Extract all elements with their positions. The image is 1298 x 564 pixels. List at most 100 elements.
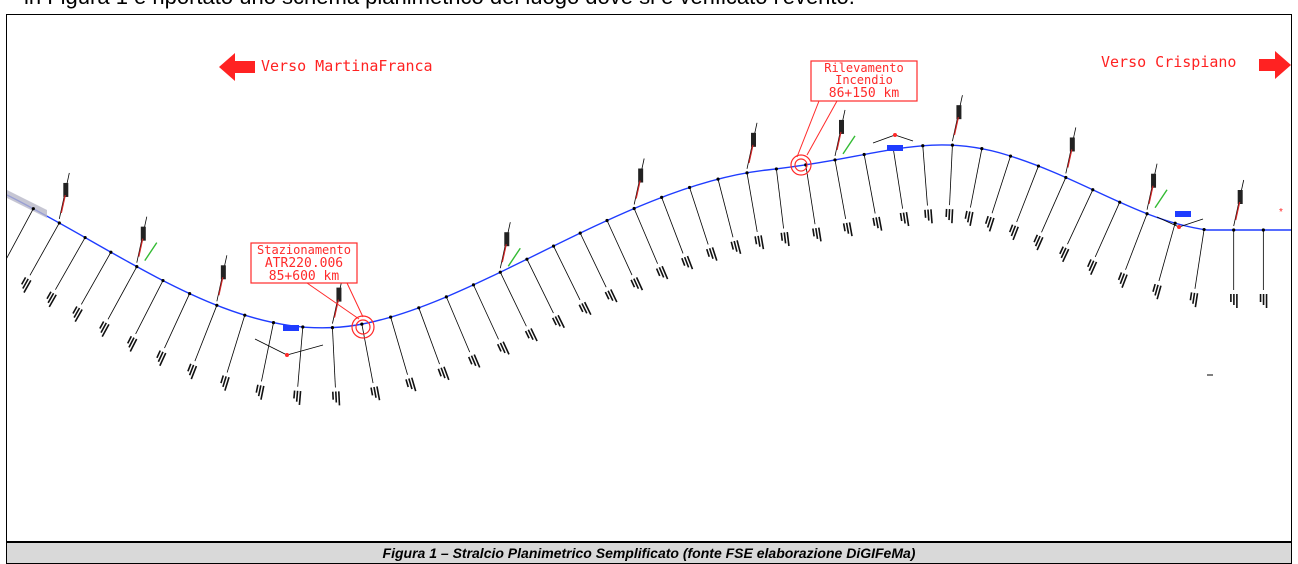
tick-label-glyph [524,328,538,342]
tick-label-glyph [899,211,910,227]
tick-line [194,305,218,362]
tick-dot [1091,188,1095,192]
tick-dot [862,152,866,157]
tick-dot [1261,228,1265,232]
callout-fire: Rilevamento Incendio 86+150 km [790,60,918,176]
tick-line [1067,189,1094,245]
track-start-shading [7,190,47,218]
tick-label-glyph [604,289,618,303]
tick-dot [360,322,364,326]
tick-label-glyph [99,321,110,338]
tick-label-glyph [437,366,450,381]
tick-dot [1232,228,1236,232]
tick-label-glyph [405,377,417,392]
callout-station-line3: 85+600 km [269,269,340,284]
tick-dot [1173,221,1177,225]
tick-label-glyph [1033,234,1044,251]
tick-dot [417,306,421,310]
svg-text:*: * [1279,207,1283,218]
catenary-pole [834,109,856,157]
tick-line [261,322,274,382]
tick-line [834,159,847,220]
tick-dot [1064,175,1068,180]
catenary-pole [58,172,70,220]
tick-dot [1118,200,1122,204]
catenary-pole [952,95,963,142]
callout-fire-line2: Incendio [835,73,893,87]
callout-station: Stazionamento ATR220.006 85+600 km [250,242,375,339]
tick-dot [471,283,476,287]
tick-line [633,208,658,264]
tick-label-glyph [1259,294,1268,308]
tick-line [473,284,499,340]
catenary-pole [746,122,758,169]
tick-label-glyph [655,265,669,280]
tick-label-glyph [1230,294,1238,308]
tick-label-glyph [156,350,167,367]
tick-dot [980,147,984,151]
tick-dot [578,231,582,235]
tick-dot [444,295,448,299]
tick-line [863,154,876,214]
tick-label-glyph [754,235,765,250]
tick-label-glyph [872,216,883,231]
tick-dot [605,218,609,223]
tick-dot [774,167,778,171]
tick-line [1158,223,1176,282]
tick-label-glyph [780,231,790,247]
tick-label-glyph [1189,292,1199,308]
tick-label-glyph [126,335,138,352]
catenary-pole [1146,163,1168,210]
catenary-pole [1233,179,1245,227]
tick-line [717,179,734,238]
tick-line [164,293,190,349]
callout-station-line2: ATR220.006 [265,256,343,271]
tick-line [805,164,816,225]
tick-dot [950,143,955,147]
tick-line [949,145,953,206]
tick-label-glyph [984,215,995,232]
callout-fire-line1: Rilevamento [824,61,903,75]
tick-label-glyph [630,277,644,291]
tick-line [297,326,304,387]
tick-dot [716,177,720,181]
tick-label-glyph [220,375,230,391]
tick-dot [109,250,113,254]
tick-dot [660,195,664,199]
intro-text: in Figura 1 è riportato uno schema plani… [0,0,1298,10]
tick-line [892,149,904,209]
tick-line [991,155,1011,214]
tick-dot [57,221,61,225]
tick-line [553,245,581,301]
catenary-pole [1065,127,1077,174]
tick-label-glyph [72,306,83,323]
tick-dot [389,315,393,319]
tick-dot [1008,154,1013,158]
tick-label-glyph [496,341,510,355]
tick-line [775,168,784,229]
tick-dot [330,326,335,330]
tick-line [970,148,983,208]
tick-label-glyph [705,247,718,261]
tick-dot [498,270,502,274]
tick-dot [83,235,87,240]
tick-line [1016,165,1039,223]
tick-label-glyph [1059,246,1070,263]
catenary-poles [58,95,1245,324]
tick-dot [1145,212,1149,216]
tick-dot [271,321,276,325]
callout-station-line1: Stazionamento [257,243,351,257]
tick-label-glyph [255,384,265,400]
tick-dot [161,278,165,283]
tick-line [418,307,440,365]
tick-label-glyph [46,291,57,308]
tick-line [499,272,527,327]
tick-line [226,315,246,373]
tick-dot [135,265,139,269]
tick-dot [31,207,35,211]
tick-label-glyph [730,240,742,255]
tick-line [80,252,112,305]
tick-dot [1036,164,1041,168]
tick-dot [188,291,192,296]
tick-label-glyph [20,277,32,293]
